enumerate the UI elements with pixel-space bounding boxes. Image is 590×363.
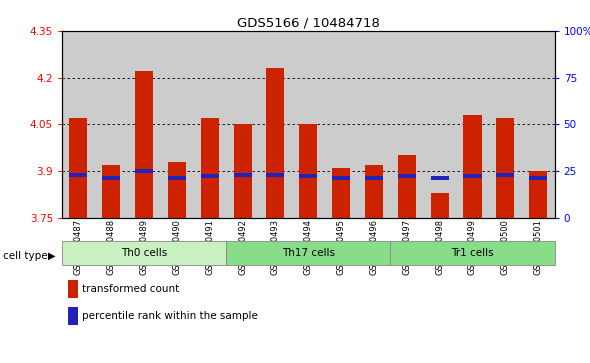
Bar <box>332 168 350 218</box>
Bar <box>267 68 284 218</box>
Bar <box>464 174 481 178</box>
Bar <box>160 31 194 218</box>
Bar <box>423 31 456 218</box>
Bar <box>95 31 127 218</box>
Bar <box>234 173 251 177</box>
Bar <box>529 171 547 218</box>
Bar <box>391 241 555 265</box>
Bar <box>62 241 226 265</box>
Bar <box>464 115 481 218</box>
Bar <box>324 31 358 218</box>
Bar <box>299 174 317 178</box>
Bar <box>226 241 391 265</box>
Text: transformed count: transformed count <box>82 284 179 294</box>
Title: GDS5166 / 10484718: GDS5166 / 10484718 <box>237 17 380 30</box>
Bar <box>168 162 186 218</box>
Text: Th0 cells: Th0 cells <box>121 248 167 258</box>
Bar <box>127 31 160 218</box>
Bar <box>201 174 219 178</box>
Bar <box>135 72 153 218</box>
Bar <box>70 118 87 218</box>
Bar <box>194 31 226 218</box>
Text: percentile rank within the sample: percentile rank within the sample <box>82 311 258 321</box>
Text: cell type: cell type <box>3 251 48 261</box>
Bar <box>431 193 448 218</box>
Bar <box>398 174 416 178</box>
Bar <box>365 165 383 218</box>
Text: Th17 cells: Th17 cells <box>282 248 335 258</box>
Bar <box>267 173 284 177</box>
Bar <box>496 118 514 218</box>
Bar <box>456 31 489 218</box>
Bar <box>201 118 219 218</box>
Bar <box>529 176 547 180</box>
Bar <box>102 176 120 180</box>
Bar <box>489 31 522 218</box>
Bar <box>292 31 325 218</box>
Bar <box>168 176 186 180</box>
Bar <box>102 165 120 218</box>
Bar <box>496 173 514 177</box>
Bar <box>234 124 251 218</box>
Bar <box>70 173 87 177</box>
Bar <box>398 155 416 218</box>
Bar <box>431 176 448 180</box>
Bar <box>391 31 423 218</box>
Bar <box>332 176 350 180</box>
Text: ▶: ▶ <box>48 251 56 261</box>
Text: Tr1 cells: Tr1 cells <box>451 248 494 258</box>
Bar <box>259 31 292 218</box>
Bar <box>62 31 95 218</box>
Bar <box>365 176 383 180</box>
Bar <box>135 168 153 173</box>
Bar <box>226 31 259 218</box>
Bar <box>358 31 391 218</box>
Bar <box>299 124 317 218</box>
Bar <box>522 31 555 218</box>
